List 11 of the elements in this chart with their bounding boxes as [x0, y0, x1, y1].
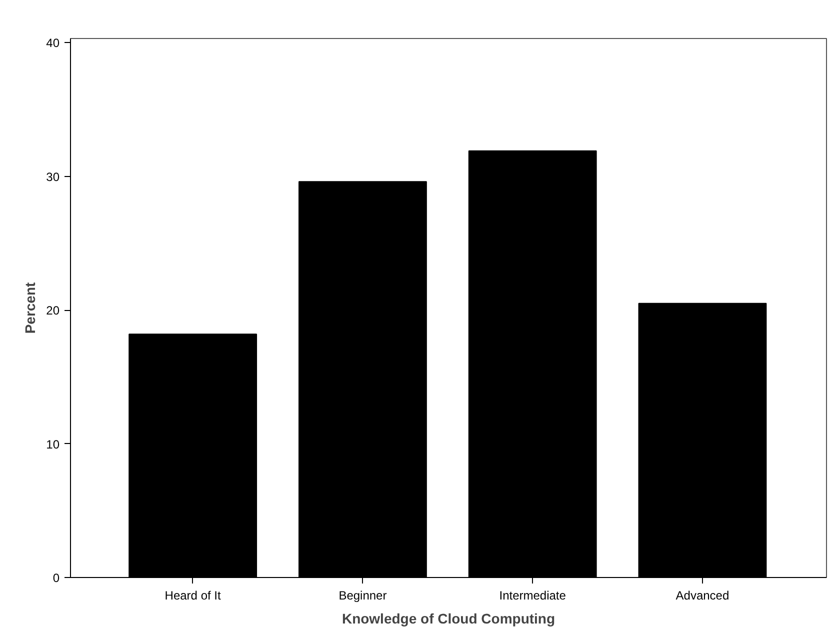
x-axis-title: Knowledge of Cloud Computing	[342, 610, 556, 626]
x-tick-label: Heard of It	[164, 588, 222, 602]
y-tick-label: 0	[52, 571, 60, 585]
x-tick-label: Beginner	[338, 588, 387, 602]
y-axis-title: Percent	[22, 282, 38, 334]
y-tick-label: 40	[46, 36, 60, 50]
y-tick-label: 10	[46, 437, 60, 452]
y-tick-label: 20	[46, 304, 60, 318]
x-tick-label: Intermediate	[499, 588, 566, 602]
x-tick-label: Advanced	[676, 588, 730, 602]
y-tick-label: 30	[46, 170, 60, 184]
